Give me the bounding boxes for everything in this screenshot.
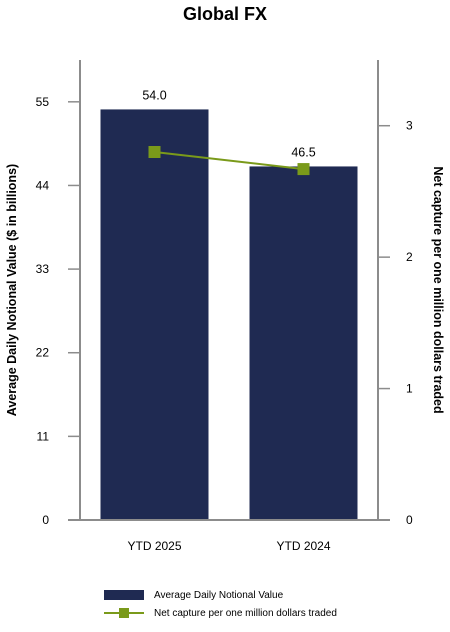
- x-tick-label: YTD 2025: [127, 539, 181, 553]
- left-tick-label: 33: [36, 262, 50, 276]
- bar-ytd-2024: [249, 166, 358, 520]
- legend-line-label: Net capture per one million dollars trad…: [154, 607, 337, 619]
- legend-bar-swatch: [104, 590, 144, 600]
- net-capture-marker: [148, 146, 161, 158]
- right-axis-title: Net capture per one million dollars trad…: [431, 166, 445, 413]
- axes-layer: 0 11 22 33 44 55 0 1 2 3 YTD 2025 YTD 2024: [36, 60, 413, 553]
- x-tick-label: YTD 2024: [276, 539, 330, 553]
- left-tick-label: 0: [42, 513, 49, 527]
- net-capture-line: [154, 151, 304, 171]
- left-tick-label: 55: [36, 95, 50, 109]
- legend: Average Daily Notional Value Net capture…: [104, 586, 337, 622]
- bar-ytd-2025: [100, 109, 209, 521]
- bar-data-label: 46.5: [291, 145, 315, 159]
- line-layer: [148, 146, 310, 176]
- left-tick-label: 22: [36, 346, 50, 360]
- legend-item-bar: Average Daily Notional Value: [104, 586, 337, 604]
- chart-title: Global FX: [183, 4, 267, 24]
- left-axis-title: Average Daily Notional Value ($ in billi…: [5, 164, 19, 416]
- left-tick-label: 11: [37, 429, 50, 443]
- right-tick-label: 0: [406, 513, 413, 527]
- left-tick-label: 44: [36, 178, 50, 192]
- bar-data-label: 54.0: [142, 88, 166, 102]
- legend-item-line: Net capture per one million dollars trad…: [104, 604, 337, 622]
- right-tick-label: 1: [406, 382, 413, 396]
- right-tick-label: 3: [406, 119, 413, 133]
- bars-layer: 54.0 46.5: [100, 88, 358, 521]
- net-capture-marker: [297, 163, 310, 176]
- legend-bar-label: Average Daily Notional Value: [154, 589, 284, 601]
- legend-line-swatch: [104, 607, 144, 619]
- right-tick-label: 2: [406, 250, 413, 264]
